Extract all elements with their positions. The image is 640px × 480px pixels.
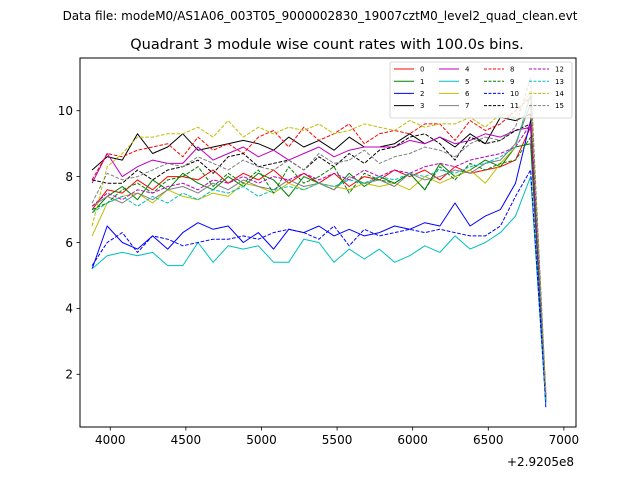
legend-label: 7 [465, 102, 469, 110]
legend-label: 3 [420, 102, 424, 110]
legend-item-7: 7 [439, 102, 469, 110]
series-line-5 [91, 176, 547, 404]
legend-label: 9 [510, 78, 514, 86]
legend-label: 5 [465, 78, 469, 86]
y-tick-label: 4 [65, 302, 73, 316]
legend-label: 1 [420, 78, 424, 86]
legend-item-14: 14 [529, 90, 564, 98]
suptitle: Data file: modeM0/AS1A06_003T05_90000028… [63, 9, 578, 23]
x-tick-label: 6500 [473, 433, 504, 447]
x-tick-label: 4000 [95, 433, 126, 447]
legend-label: 6 [465, 90, 470, 98]
legend-label: 11 [510, 102, 519, 110]
legend-label: 4 [465, 66, 470, 74]
legend-label: 15 [555, 102, 564, 110]
y-tick-label: 10 [58, 104, 73, 118]
legend-item-5: 5 [439, 78, 469, 86]
y-tick-label: 2 [65, 368, 73, 382]
chart-title: Quadrant 3 module wise count rates with … [130, 37, 524, 53]
series-line-7 [91, 103, 547, 398]
series-line-11 [91, 123, 547, 395]
x-axis: 4000 4500 5000 5500 6000 6500 7000 [95, 427, 579, 447]
legend-label: 2 [420, 90, 424, 98]
legend-label: 8 [510, 66, 514, 74]
legend-label: 10 [510, 90, 519, 98]
series-line-10 [91, 169, 547, 404]
legend-label: 13 [555, 78, 564, 86]
legend-label: 12 [555, 66, 564, 74]
y-axis: 2 4 6 8 10 [58, 104, 80, 382]
legend-label: 14 [555, 90, 564, 98]
y-tick-label: 6 [65, 236, 73, 250]
series-line-2 [91, 120, 547, 408]
legend-item-4: 4 [439, 66, 470, 74]
legend-item-0: 0 [394, 66, 424, 74]
x-tick-label: 4500 [171, 433, 202, 447]
legend-box [389, 61, 573, 119]
legend-item-8: 8 [484, 66, 514, 74]
legend-item-3: 3 [394, 102, 424, 110]
legend-item-11: 11 [484, 102, 519, 110]
legend-item-9: 9 [484, 78, 514, 86]
series-line-15 [91, 77, 547, 395]
legend-item-12: 12 [529, 66, 564, 74]
series-line-12 [91, 123, 547, 395]
legend-item-1: 1 [394, 78, 424, 86]
series-line-13 [91, 93, 547, 401]
series-line-8 [91, 97, 547, 398]
x-tick-label: 5500 [322, 433, 353, 447]
x-tick-label: 5000 [246, 433, 277, 447]
legend-item-15: 15 [529, 102, 564, 110]
legend-item-2: 2 [394, 90, 424, 98]
legend-item-10: 10 [484, 90, 519, 98]
x-offset-label: +2.9205e8 [507, 455, 574, 469]
legend-item-13: 13 [529, 78, 564, 86]
series-line-9 [91, 136, 547, 401]
y-tick-label: 8 [65, 170, 73, 184]
legend-label: 0 [420, 66, 424, 74]
x-tick-label: 7000 [549, 433, 580, 447]
x-tick-label: 6000 [397, 433, 428, 447]
plot-area [91, 77, 547, 408]
legend-item-6: 6 [439, 90, 470, 98]
